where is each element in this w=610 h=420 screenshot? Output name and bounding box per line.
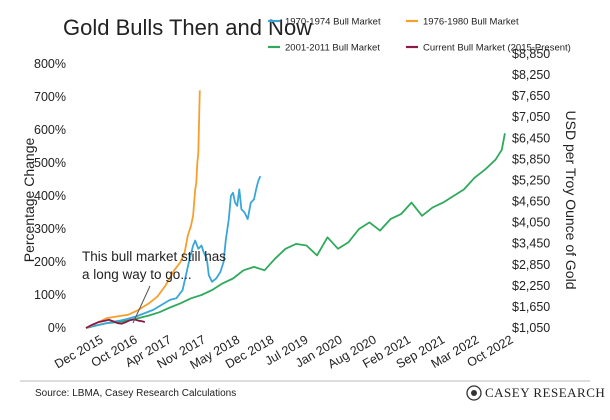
y-tick-label: 300% [34, 222, 66, 236]
y2-axis-title: USD per Troy Ounce of Gold [563, 111, 579, 290]
legend-label: 1976-1980 Bull Market [423, 17, 519, 28]
casey-research-logo: CASEY RESEARCH [466, 385, 605, 401]
series-line [85, 133, 506, 329]
brand-name: CASEY RESEARCH [485, 385, 605, 400]
y-tick-label: 400% [34, 189, 66, 203]
y-tick-label: 200% [34, 255, 66, 269]
y-axis-left: 0% 100% 200% 300% 400% 500% 600% 700% 800% [34, 57, 66, 335]
y2-tick-label: $1,050 [512, 321, 550, 335]
annotation-line2: a long way to go... [82, 267, 192, 282]
y2-tick-label: $7,650 [512, 89, 550, 103]
y2-tick-label: $5,250 [512, 173, 550, 187]
legend-label: 1970-1974 Bull Market [285, 17, 381, 28]
y2-tick-label: $4,050 [512, 216, 550, 230]
annotation: This bull market still has a long way to… [82, 249, 226, 324]
annotation-arrow [132, 285, 151, 324]
y2-tick-label: $8,850 [512, 47, 550, 61]
y2-tick-label: $4,650 [512, 195, 550, 209]
y2-tick-label: $2,850 [512, 258, 550, 272]
legend: 1970-1974 Bull Market 1976-1980 Bull Mark… [268, 17, 571, 54]
y-tick-label: 800% [34, 57, 66, 71]
y-tick-label: 700% [34, 90, 66, 104]
legend-label: 2001-2011 Bull Market [285, 43, 380, 54]
series-group [85, 90, 506, 329]
source-note: Source: LBMA, Casey Research Calculation… [35, 388, 236, 399]
y2-tick-label: $2,250 [512, 279, 550, 293]
y-tick-label: 0% [48, 321, 66, 335]
y2-tick-label: $7,050 [512, 110, 550, 124]
y-tick-label: 100% [34, 288, 66, 302]
y-axis-right: $1,050 $1,650 $2,250 $2,850 $3,450 $4,050 $4,6… [512, 47, 550, 335]
y2-tick-label: $3,450 [512, 237, 550, 251]
chart-title: Gold Bulls Then and Now [63, 15, 312, 40]
series-line [85, 318, 146, 329]
series-line [85, 90, 201, 329]
y-tick-label: 600% [34, 123, 66, 137]
y2-tick-label: $6,450 [512, 131, 550, 145]
series-line [85, 175, 262, 329]
y2-tick-label: $8,250 [512, 68, 550, 82]
y2-tick-label: $1,650 [512, 300, 550, 314]
y2-tick-label: $5,850 [512, 152, 550, 166]
y-axis-title: Percentage Change [21, 138, 37, 263]
legend-label: Current Bull Market (2015-Present) [423, 43, 571, 54]
y-tick-label: 500% [34, 156, 66, 170]
annotation-line1: This bull market still has [82, 249, 226, 264]
